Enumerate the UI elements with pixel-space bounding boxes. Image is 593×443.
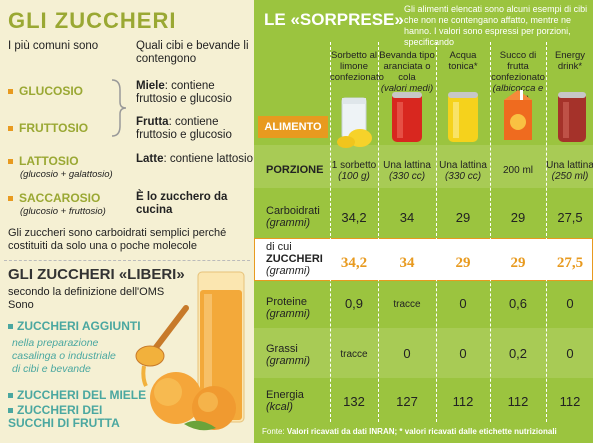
cell-carbo: 29 [510,210,526,225]
sugar-fruttosio: FRUTTOSIO [8,121,88,135]
cell-portion: Una lattina (330 cc) [439,160,487,182]
cell-carbo: 34 [399,210,415,225]
product-header-bevanda: Bevanda tipo aranciata o cola (valori med… [379,50,435,94]
row-label-proteine: Proteine (grammi) [266,296,310,320]
sugar-saccarosio: SACCAROSIO [8,191,100,205]
product-header-acqua: Acqua tonica* [448,50,478,72]
surprises-intro: Gli alimenti elencati sono alcuni esempi… [404,4,588,47]
sugar-lattosio-sub: (glucosio + galattosio) [20,169,113,180]
row-label-carbo: Carboidrati (grammi) [266,205,320,229]
cell-fat: 0 [566,346,574,361]
product-header-energy: Energy drink* [554,50,586,72]
sugar-glucosio: GLUCOSIO [8,84,83,98]
surprises-title: LE «SORPRESE» [264,10,404,29]
cell-portion: Una lattina (250 ml) [546,160,593,182]
free-sugars-title: GLI ZUCCHERI «LIBERI» [8,266,185,283]
desc-saccarosio: È lo zucchero da cucina [136,191,228,216]
juice-honey-peach-illustration [135,271,245,431]
cell-prot: 0,6 [508,296,528,311]
col2-heading: Quali cibi e bevande li contengono [136,40,249,65]
cell-energy: 112 [559,394,581,409]
cell-sugar: 29 [510,255,526,271]
cell-portion: Una lattina (330 cc) [383,160,431,182]
row-label-energia: Energia (kcal) [266,389,304,413]
cell-energy: 112 [507,394,529,409]
cell-fat: 0,2 [508,346,528,361]
cell-portion: 200 ml [502,165,533,176]
free-item-miele: ZUCCHERI DEL MIELE [8,389,146,402]
divider [4,260,250,261]
brace-icon [111,79,127,137]
cell-carbo: 29 [455,210,471,225]
juice-carton-icon [504,90,532,140]
right-panel: LE «SORPRESE» Gli alimenti elencati sono… [254,0,593,443]
cell-fat: 0 [459,346,467,361]
cola-can-icon [392,92,422,142]
cell-fat: tracce [340,349,368,360]
cell-energy: 127 [396,394,418,409]
cell-prot: 0,9 [344,296,364,311]
cell-sugar: 34,2 [340,255,368,271]
row-label-zuccheri: di cui ZUCCHERI (grammi) [266,241,323,277]
col-divider [436,42,437,422]
cell-sugar: 27,5 [556,255,584,271]
col-divider [378,42,379,422]
alimento-label: ALIMENTO [258,116,328,138]
free-item-succhi: ZUCCHERI DEI SUCCHI DI FRUTTA [8,403,120,430]
col-divider [490,42,491,422]
free-item-aggiunti-sub: nella preparazione casalinga o industria… [12,337,116,375]
cell-sugar: 29 [455,255,471,271]
sorbet-cup-icon [337,97,372,148]
cell-fat: 0 [403,346,411,361]
col1-heading: I più comuni sono [8,40,99,52]
cell-carbo: 27,5 [557,210,583,225]
col-divider [546,42,547,422]
cell-carbo: 34,2 [341,210,367,225]
cell-portion: 1 sorbetto (100 g) [331,160,377,182]
energy-can-icon [558,92,586,142]
row-band-grassi [254,328,593,378]
free-sugars-sono: Sono [8,299,34,311]
row-label-grassi: Grassi (grammi) [266,343,310,367]
cell-energy: 112 [452,394,474,409]
col-divider [330,42,331,422]
sugar-saccarosio-sub: (glucosio + fruttosio) [20,206,106,217]
desc-miele: Miele: contiene fruttosio e glucosio [136,80,232,105]
free-item-aggiunti: ZUCCHERI AGGIUNTI [8,320,141,333]
source-footer: Fonte: Valori ricavati da dati INRAN; * … [262,427,557,436]
desc-frutta: Frutta: contiene fruttosio e glucosio [136,116,232,141]
cell-prot: tracce [393,299,421,310]
row-band-porzione [254,145,593,188]
free-sugars-subtitle: secondo la definizione dell'OMS [8,286,165,298]
page-title: GLI ZUCCHERI [8,8,177,33]
tonic-can-icon [448,92,478,142]
cell-sugar: 34 [399,255,415,271]
cell-prot: 0 [459,296,467,311]
row-label-porzione: PORZIONE [266,164,324,176]
desc-latte: Latte: contiene lattosio [136,153,253,165]
product-header-sorbetto: Sorbetto al limone confezionato [330,50,384,83]
row-band-zuccheri [254,238,593,281]
sugar-note: Gli zuccheri sono carboidrati semplici p… [8,227,227,252]
sugar-lattosio: LATTOSIO [8,154,79,168]
cell-prot: 0 [566,296,574,311]
cell-energy: 132 [343,394,365,409]
left-panel: GLI ZUCCHERI I più comuni sono Quali cib… [0,0,254,443]
